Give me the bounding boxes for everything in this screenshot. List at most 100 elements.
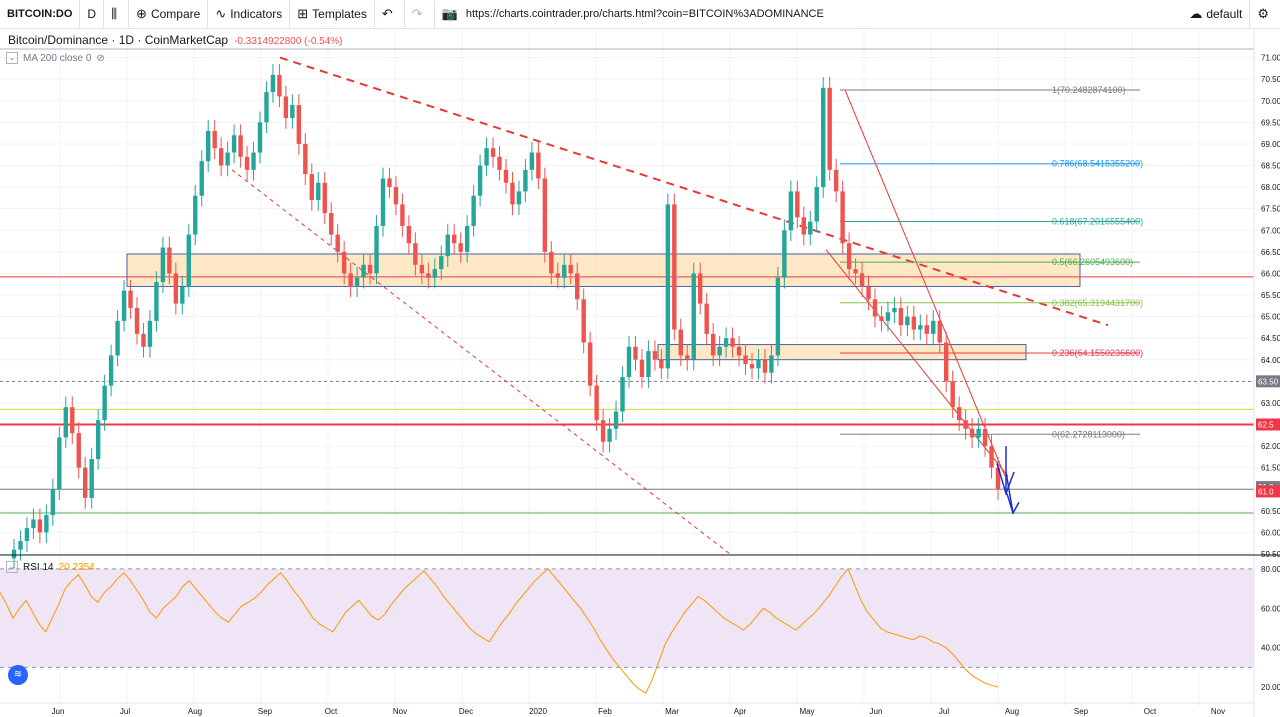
fib-level-label: 0.786(68.5415355200) xyxy=(1052,159,1143,169)
price-badge-label: 63.50 xyxy=(1258,377,1279,386)
channel-line-lower xyxy=(825,249,1009,477)
candle xyxy=(277,74,282,97)
candle xyxy=(749,364,755,369)
candle xyxy=(581,299,586,343)
time-axis-label: May xyxy=(799,707,814,716)
candle xyxy=(128,290,133,308)
candle xyxy=(523,169,528,192)
snapshot-button[interactable]: 📷 https://charts.cointrader.pro/charts.ht… xyxy=(435,0,831,28)
time-axis-label: Oct xyxy=(1144,707,1157,716)
templates-button[interactable]: ⊞ Templates xyxy=(290,0,375,28)
candle xyxy=(18,541,23,550)
candle xyxy=(717,346,722,356)
candle xyxy=(931,320,936,334)
ma-legend[interactable]: ⌄ MA 200 close 0 ⊘ xyxy=(6,52,105,64)
candle xyxy=(316,182,321,201)
rsi-legend[interactable]: ⌄ RSI 14 20.2354 xyxy=(6,561,95,573)
candle xyxy=(57,437,62,490)
candle xyxy=(76,433,81,468)
candle xyxy=(426,273,431,278)
candle xyxy=(963,420,968,429)
candle xyxy=(322,182,327,213)
candles-icon: ⫼ xyxy=(111,6,118,21)
price-badge-label: 62.5 xyxy=(1258,421,1274,430)
candle xyxy=(225,152,230,166)
candle xyxy=(853,269,858,274)
candle xyxy=(833,169,839,192)
candle xyxy=(950,381,955,408)
candle xyxy=(264,92,269,123)
settings-button[interactable]: ⚙ xyxy=(1250,0,1280,28)
candle xyxy=(503,169,509,183)
time-axis-label: Apr xyxy=(734,707,747,716)
compare-button[interactable]: ⊕ Compare xyxy=(129,0,209,28)
rsi-axis-label: 80.00 xyxy=(1261,565,1280,574)
candle xyxy=(536,152,541,179)
brand-logo-icon[interactable]: ≋ xyxy=(8,665,28,685)
price-axis-label: 69.50 xyxy=(1261,118,1280,127)
candle xyxy=(600,420,606,442)
series-change: -0.3314922800 (-0.54%) xyxy=(234,36,343,47)
candle xyxy=(419,264,425,274)
candle xyxy=(400,204,405,226)
price-axis-label: 64.00 xyxy=(1261,356,1280,365)
indicators-label: Indicators xyxy=(230,7,283,21)
candle xyxy=(108,355,114,386)
candle xyxy=(555,273,560,278)
candle xyxy=(121,290,127,321)
layout-button[interactable]: ☁ default xyxy=(1182,0,1251,28)
price-axis-label: 70.50 xyxy=(1261,75,1280,84)
rsi-axis-label: 60.00 xyxy=(1261,604,1280,613)
candle xyxy=(756,359,761,369)
layout-label: default xyxy=(1206,7,1243,21)
candle xyxy=(432,269,437,278)
candle xyxy=(937,320,942,343)
candle xyxy=(199,161,204,196)
candle xyxy=(633,346,638,360)
candle xyxy=(613,411,619,429)
rsi-axis-label: 20.00 xyxy=(1261,683,1280,692)
candle xyxy=(730,338,735,347)
candle xyxy=(976,428,981,438)
candle xyxy=(652,351,658,360)
rsi-axis-label: 40.00 xyxy=(1261,644,1280,653)
price-axis-label: 62.00 xyxy=(1261,442,1280,451)
rsi-line xyxy=(0,567,999,694)
price-badge xyxy=(1256,375,1280,388)
candle xyxy=(244,156,250,170)
candle xyxy=(626,346,632,378)
undo-button[interactable]: ↶ xyxy=(375,0,405,28)
candle xyxy=(769,355,774,373)
rsi-name: RSI 14 xyxy=(23,561,54,573)
chart-type-button[interactable]: ⫼ xyxy=(104,0,130,28)
candle xyxy=(775,277,781,356)
price-axis-label: 71.00 xyxy=(1261,54,1280,63)
candle xyxy=(31,519,36,529)
price-axis-label: 65.50 xyxy=(1261,291,1280,300)
candle xyxy=(102,385,107,421)
price-axis-label: 67.00 xyxy=(1261,226,1280,235)
candle xyxy=(24,528,30,542)
time-axis-label: Aug xyxy=(1005,707,1019,716)
candle xyxy=(646,351,651,378)
candle xyxy=(672,204,677,330)
candle xyxy=(872,299,878,317)
candle xyxy=(723,338,729,347)
candle xyxy=(50,489,56,516)
rsi-value: 20.2354 xyxy=(58,561,95,573)
cloud-icon: ☁ xyxy=(1189,6,1203,21)
candle xyxy=(329,212,334,235)
indicators-button[interactable]: ∿ Indicators xyxy=(208,0,291,28)
price-chart[interactable]: 1(70.2482874100) 0.786(68.5415355200) 0.61… xyxy=(0,28,1280,717)
symbol-search[interactable]: BITCOIN:DO xyxy=(0,0,81,28)
fib-level-label: 1(70.2482874100) xyxy=(1052,85,1126,95)
candle xyxy=(905,316,910,326)
candle xyxy=(568,264,573,274)
collapse-icon[interactable]: ⌄ xyxy=(6,52,18,64)
candle xyxy=(413,243,418,265)
eye-off-icon[interactable]: ⊘ xyxy=(96,52,105,64)
redo-button[interactable]: ↷ xyxy=(405,0,435,28)
time-axis-label: Oct xyxy=(325,707,338,716)
interval-selector[interactable]: D xyxy=(80,0,105,28)
collapse-icon[interactable]: ⌄ xyxy=(6,561,18,573)
